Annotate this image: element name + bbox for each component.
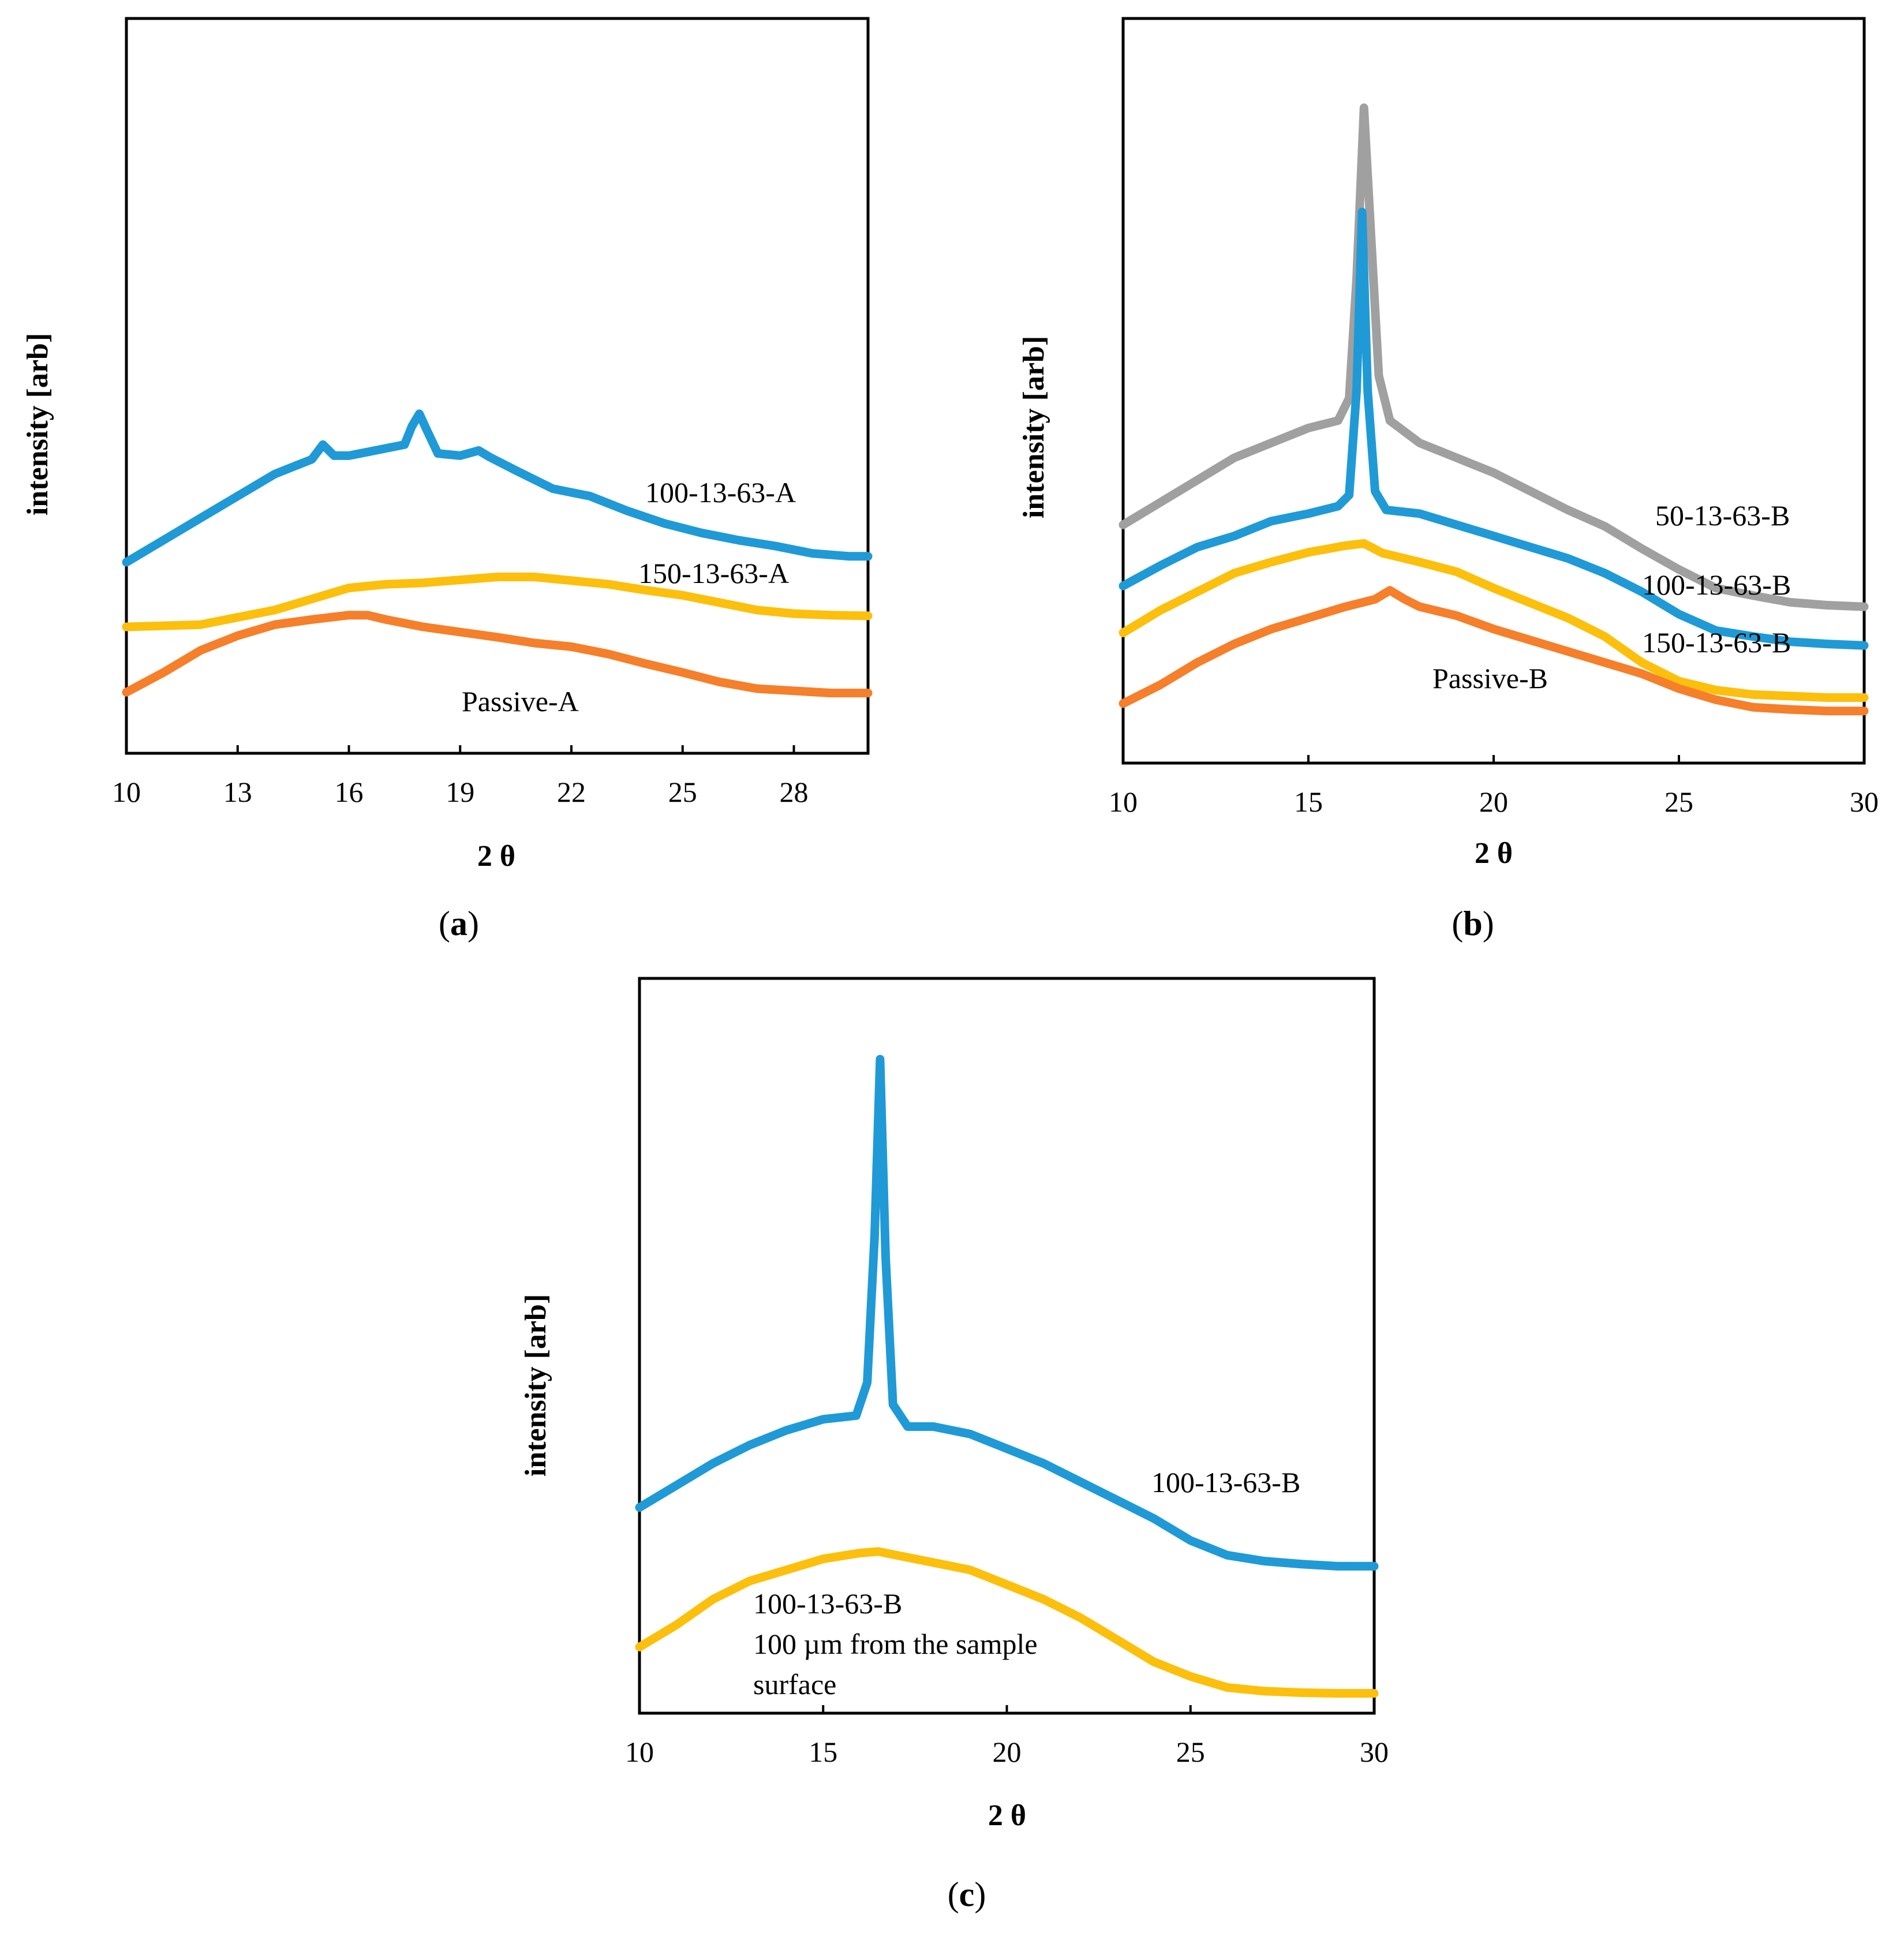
x-tick-label-a-3: 19 [446,776,474,808]
plot-frame-c [638,977,1376,1715]
panel-letter-c: c [959,1875,975,1913]
series-label-b-1: 100-13-63-B [1642,569,1791,601]
series-line-b-0 [1119,103,1869,611]
x-tick-label-a-0: 10 [112,776,141,808]
series-lines-a [122,409,873,698]
series-line-c-1 [635,1547,1379,1698]
panel-letter-b: b [1463,905,1482,943]
x-tick-label-b-2: 20 [1479,786,1508,818]
series-label-a-1: 150-13-63-A [638,557,789,589]
series-annotation-c-1-line2: surface [753,1668,836,1700]
x-tick-label-b-4: 30 [1850,786,1879,818]
x-tick-label-c-3: 25 [1176,1736,1205,1768]
panel-label-b: (b) [1452,905,1494,943]
series-annotation-c-1-line1: 100 µm from the sample [753,1628,1038,1660]
chart-panel-b: 10 15 20 25 30 intensity [arb] 2 θ 50-13-63-… [1018,17,1879,943]
y-axis-label-b: intensity [arb] [1018,336,1050,518]
x-ticks-b: 10 15 20 25 30 [1109,755,1879,818]
series-line-b-3 [1119,586,1869,716]
x-axis-label-c: 2 θ [988,1799,1026,1832]
x-tick-label-c-1: 15 [809,1736,837,1768]
series-lines-c [635,1055,1379,1698]
series-lines-b [1119,103,1869,716]
series-label-a-2: Passive-A [462,685,579,717]
series-label-b-2: 150-13-63-B [1642,626,1791,659]
x-tick-label-b-3: 25 [1664,786,1693,818]
x-tick-label-a-6: 28 [780,776,809,808]
series-label-b-3: Passive-B [1432,662,1548,694]
chart-panel-c: 10 15 20 25 30 intensity [arb] 2 θ 100-13-63… [519,977,1389,1913]
x-tick-label-b-0: 10 [1109,786,1138,818]
series-line-a-2 [122,611,873,698]
series-label-a-0: 100-13-63-A [645,476,796,509]
x-tick-label-a-4: 22 [557,776,586,808]
x-tick-label-c-2: 20 [993,1736,1022,1768]
series-line-b-1 [1119,207,1869,650]
chart-panel-a: 10 13 16 19 22 25 28 intensity [arb] 2 θ 100-1… [21,17,873,943]
x-ticks-c: 10 15 20 25 30 [625,1705,1389,1768]
x-tick-label-a-5: 25 [668,776,697,808]
y-axis-label-c: intensity [arb] [519,1294,552,1477]
x-tick-label-a-1: 13 [223,776,252,808]
series-label-b-0: 50-13-63-B [1655,499,1790,532]
x-tick-label-c-0: 10 [625,1736,654,1768]
x-tick-label-b-1: 15 [1294,786,1323,818]
x-axis-label-a: 2 θ [477,840,515,873]
plot-frame-a [125,17,870,755]
x-axis-label-b: 2 θ [1475,837,1513,870]
series-label-c-0: 100-13-63-B [1151,1466,1300,1498]
series-label-c-1: 100-13-63-B [753,1587,902,1620]
x-tick-label-c-4: 30 [1360,1736,1389,1768]
panel-label-c: (c) [948,1875,986,1913]
x-ticks-a: 10 13 16 19 22 25 28 [112,745,809,808]
x-tick-label-a-2: 16 [335,776,364,808]
y-axis-label-a: intensity [arb] [21,333,54,515]
panel-letter-a: a [450,905,467,943]
panel-label-a: (a) [439,905,479,943]
series-line-c-0 [635,1055,1379,1571]
series-line-a-1 [122,573,873,631]
series-line-b-2 [1119,539,1869,702]
series-line-a-0 [122,409,873,567]
